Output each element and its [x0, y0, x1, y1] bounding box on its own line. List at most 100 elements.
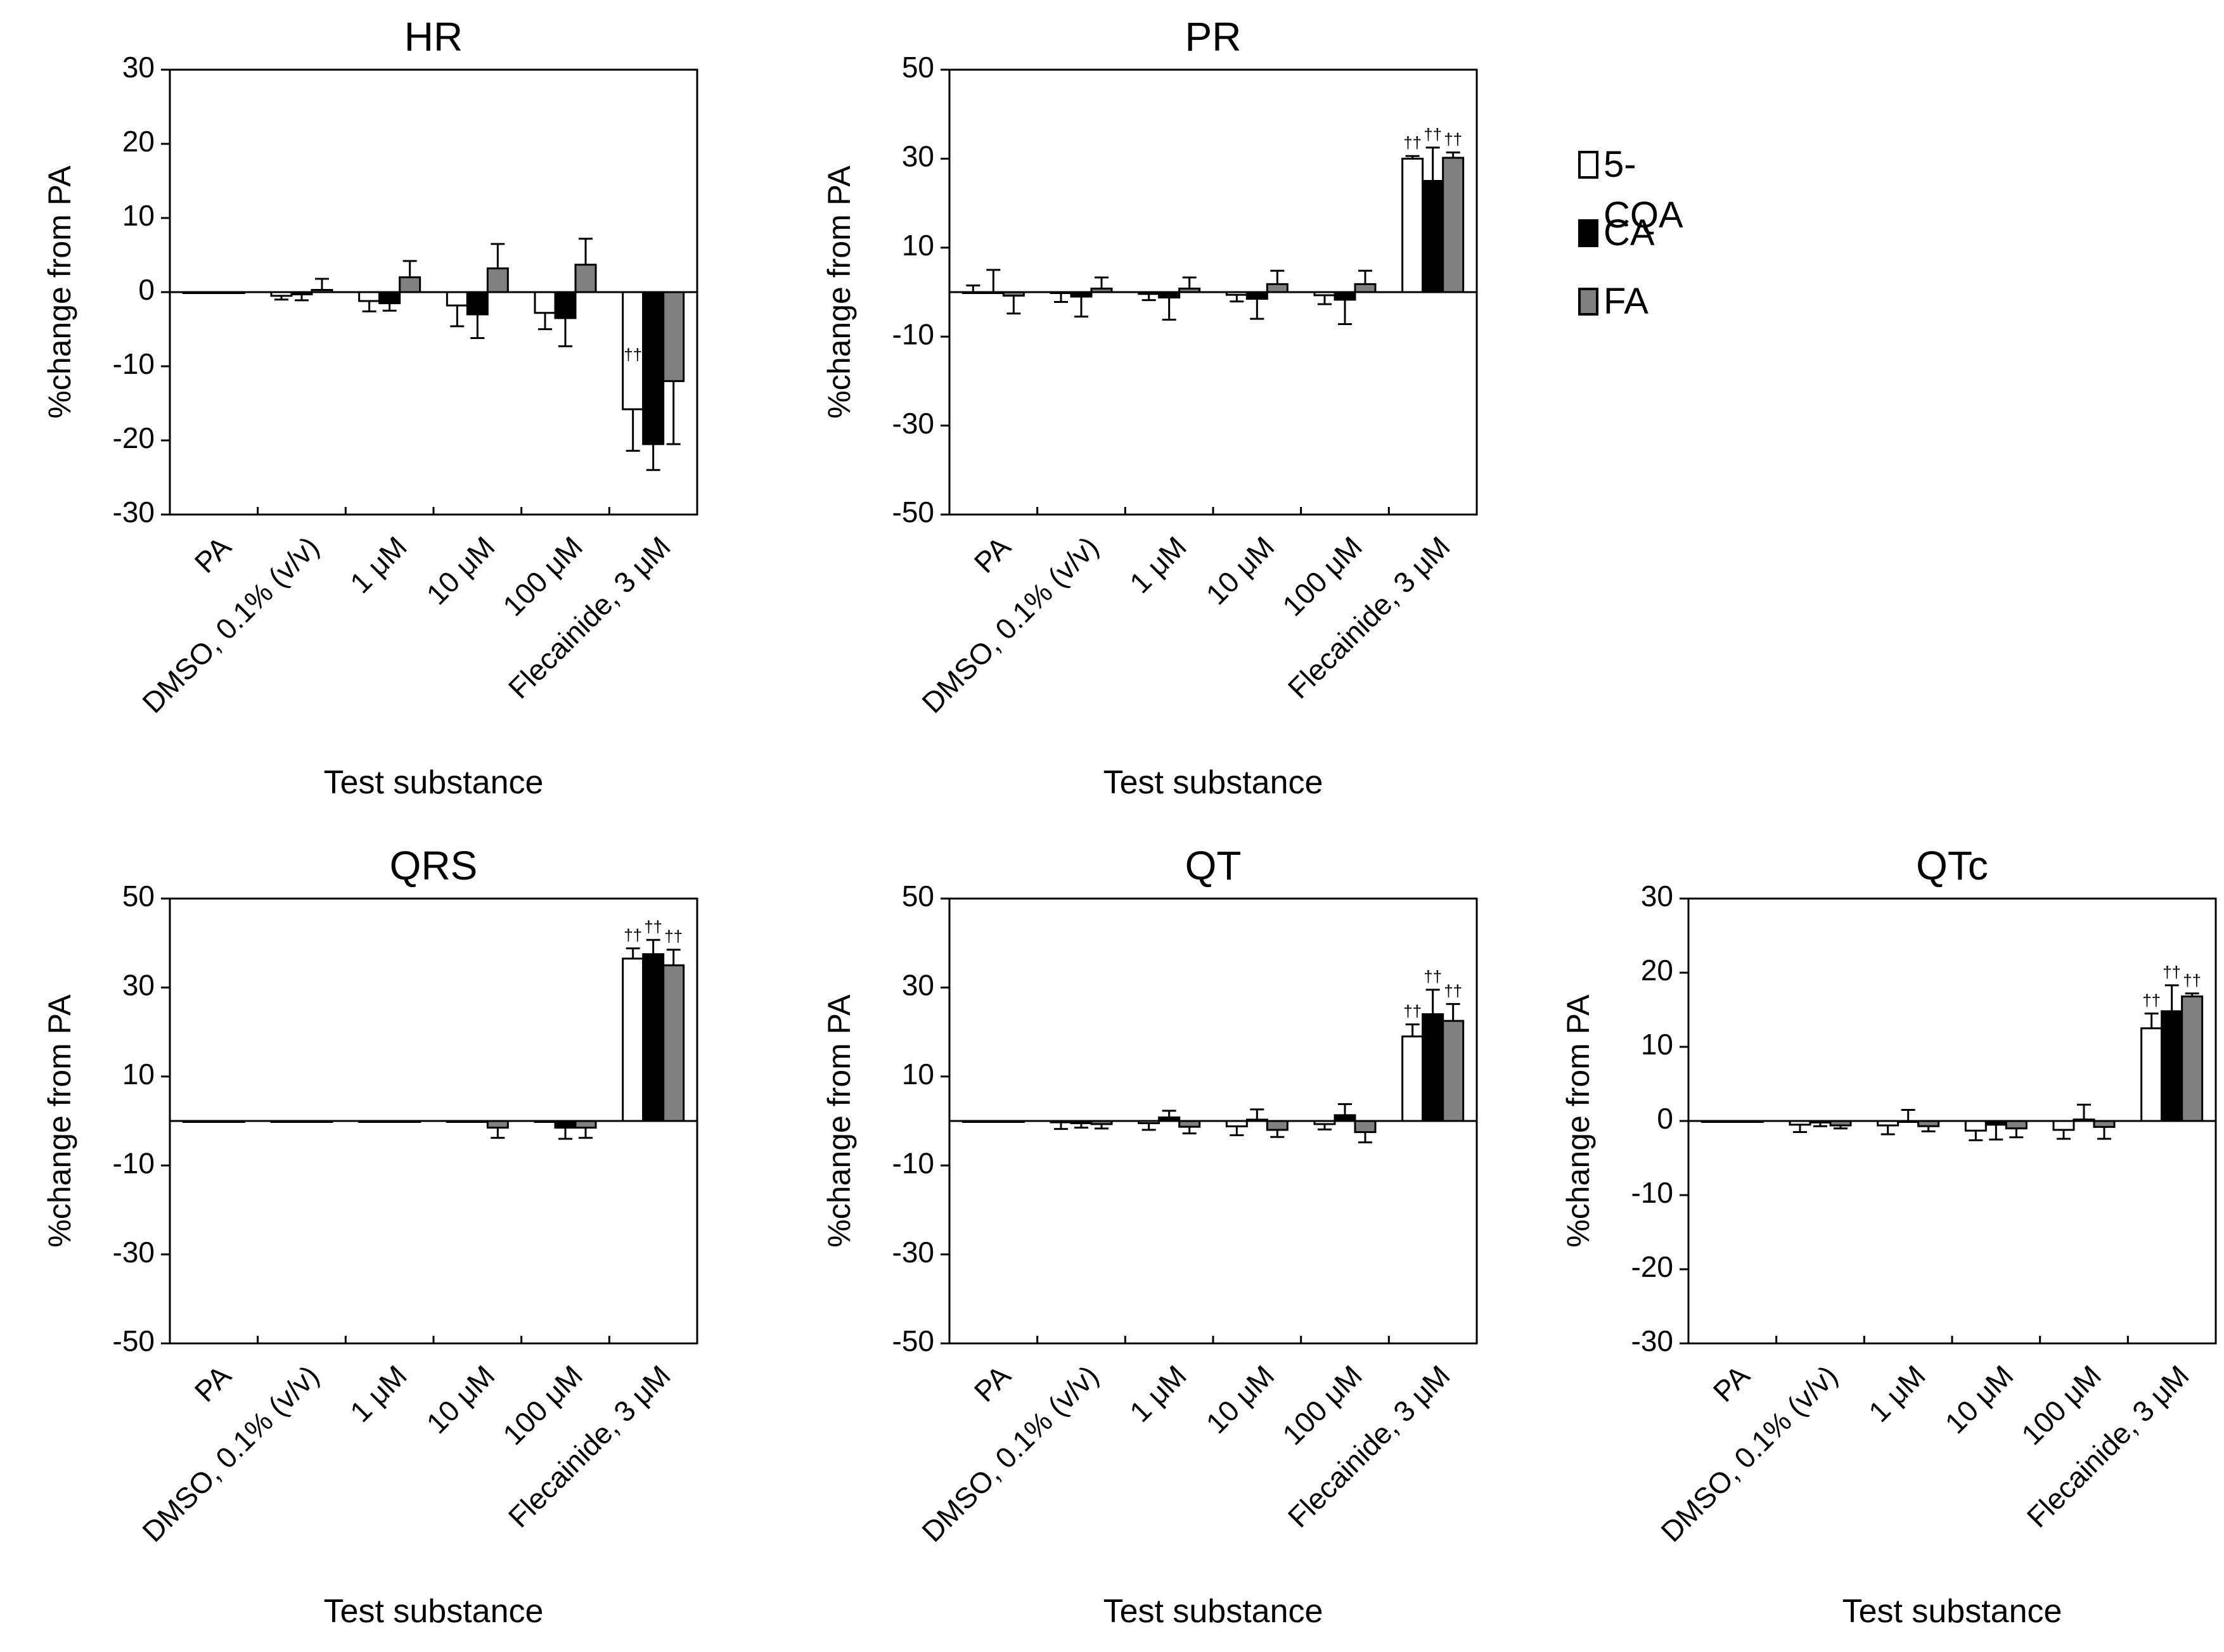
- category-label-pr: Flecainide, 3 μM: [1282, 530, 1456, 705]
- bar-qrs-ca: [290, 1120, 313, 1123]
- bar-qtc-fa: [1917, 1120, 1940, 1127]
- y-tick-label-qtc: -10: [1631, 1176, 1673, 1209]
- bar-hr-fa: [662, 291, 685, 382]
- bar-pr-ca: [1158, 291, 1181, 298]
- legend-swatch-fa: [1578, 288, 1598, 316]
- bar-qtc-fa: [1829, 1120, 1852, 1127]
- y-tick-label-qrs: -50: [113, 1324, 155, 1357]
- legend-label-ca: CA: [1604, 212, 1655, 253]
- bar-hr-ca: [554, 291, 577, 319]
- category-label-pr: 1 μM: [1123, 530, 1193, 599]
- bar-pr-fa: [1354, 283, 1377, 293]
- bar-qt-fa: [1178, 1120, 1201, 1128]
- category-label-qt: 10 μM: [1200, 1359, 1281, 1440]
- bar-hr-fa: [486, 267, 509, 293]
- bar-qrs-fa: [311, 1120, 333, 1123]
- legend-swatch-ca: [1578, 219, 1598, 247]
- significance-mark-qt: ††: [1403, 1002, 1422, 1021]
- y-tick-label-qt: 10: [902, 1058, 934, 1091]
- legend-label-fa: FA: [1604, 281, 1649, 322]
- bar-pr-fa: [1090, 287, 1113, 293]
- significance-mark-qtc: ††: [2163, 963, 2181, 982]
- bar-qrs-5-cqa: [270, 1120, 293, 1123]
- y-tick-label-pr: -30: [892, 407, 934, 440]
- legend-label-5cqa: 5-CQA: [1604, 144, 1683, 236]
- chart-title-hr: HR: [404, 14, 463, 60]
- category-label-qrs: Flecainide, 3 μM: [502, 1359, 677, 1534]
- category-label-hr: 1 μM: [344, 530, 413, 599]
- bar-hr-5-cqa: [622, 291, 645, 411]
- category-label-qtc: Flecainide, 3 μM: [2021, 1359, 2195, 1534]
- bar-hr-ca: [642, 291, 665, 445]
- bar-qtc-5-cqa: [1964, 1120, 1987, 1132]
- significance-mark-pr: ††: [1424, 125, 1442, 144]
- category-label-qt: PA: [968, 1359, 1017, 1408]
- bar-hr-5-cqa: [182, 291, 205, 294]
- bar-qt-fa: [1002, 1120, 1025, 1123]
- bar-qt-5-cqa: [961, 1120, 984, 1123]
- bar-qtc-fa: [2093, 1120, 2116, 1128]
- bar-qtc-ca: [1897, 1120, 1920, 1123]
- bar-qrs-fa: [399, 1120, 421, 1123]
- bar-pr-5-cqa: [1050, 291, 1072, 294]
- chart-title-pr: PR: [1185, 14, 1242, 60]
- bar-pr-ca: [1070, 291, 1093, 298]
- bar-qt-5-cqa: [1225, 1120, 1248, 1127]
- y-tick-label-qt: -50: [892, 1324, 934, 1357]
- chart-title-qt: QT: [1185, 843, 1242, 888]
- bar-hr-ca: [202, 291, 225, 294]
- bar-qtc-5-cqa: [1789, 1120, 1811, 1126]
- y-tick-label-qtc: 0: [1657, 1102, 1673, 1135]
- bar-qrs-ca: [378, 1120, 401, 1123]
- bar-hr-5-cqa: [534, 291, 556, 314]
- bar-qt-fa: [1090, 1120, 1113, 1125]
- bar-qt-ca: [1070, 1120, 1093, 1125]
- bar-pr-fa: [1442, 157, 1465, 293]
- chart-qt: QT%change from PA503010-10-30-50PADMSO, …: [821, 843, 1478, 1630]
- bar-hr-fa: [574, 264, 597, 293]
- y-tick-label-pr: 30: [902, 140, 934, 173]
- category-label-qrs: 10 μM: [420, 1359, 501, 1440]
- y-tick-label-qrs: 30: [122, 969, 155, 1002]
- chart-qrs: QRS%change from PA503010-10-30-50PADMSO,…: [42, 843, 698, 1630]
- y-tick-label-hr: -20: [113, 421, 155, 454]
- bar-pr-fa: [1266, 283, 1289, 293]
- significance-mark-qt: ††: [1424, 967, 1442, 986]
- bar-qrs-ca: [202, 1120, 225, 1123]
- bar-qt-ca: [982, 1120, 1005, 1123]
- bar-qtc-fa: [2005, 1120, 2028, 1130]
- x-axis-title-pr: Test substance: [1103, 764, 1323, 801]
- significance-mark-qtc: ††: [2183, 971, 2201, 990]
- bar-hr-ca: [290, 291, 313, 296]
- bar-qt-5-cqa: [1313, 1120, 1336, 1125]
- category-label-hr: 10 μM: [420, 530, 501, 611]
- y-tick-label-hr: 30: [122, 51, 155, 84]
- bar-qtc-5-cqa: [2052, 1120, 2075, 1131]
- bar-qtc-5-cqa: [2140, 1027, 2163, 1122]
- bar-qrs-fa: [662, 964, 685, 1122]
- significance-mark-qtc: ††: [2142, 990, 2161, 1009]
- bar-qt-ca: [1422, 1013, 1444, 1122]
- significance-mark-qrs: ††: [624, 926, 642, 945]
- y-tick-label-qtc: 20: [1641, 954, 1673, 987]
- y-tick-label-hr: 20: [122, 125, 155, 158]
- y-axis-title-pr: %change from PA: [821, 165, 857, 419]
- bar-qtc-ca: [1721, 1120, 1744, 1123]
- bar-hr-fa: [222, 291, 245, 294]
- y-tick-label-qt: 30: [902, 969, 934, 1002]
- category-label-qtc: 1 μM: [1862, 1359, 1932, 1428]
- bar-qrs-fa: [574, 1120, 597, 1129]
- bar-qt-5-cqa: [1401, 1035, 1424, 1122]
- bar-qrs-5-cqa: [622, 957, 645, 1122]
- significance-mark-qt: ††: [1444, 981, 1462, 1000]
- bar-pr-5-cqa: [1401, 157, 1424, 293]
- bar-qrs-5-cqa: [358, 1120, 381, 1123]
- y-tick-label-qrs: -30: [113, 1236, 155, 1269]
- bar-pr-fa: [1002, 291, 1025, 297]
- chart-pr: PR%change from PA503010-10-30-50PADMSO, …: [821, 14, 1478, 801]
- y-axis-title-qtc: %change from PA: [1560, 994, 1596, 1248]
- bar-hr-5-cqa: [446, 291, 468, 307]
- bar-qtc-fa: [1741, 1120, 1764, 1123]
- x-axis-title-qtc: Test substance: [1842, 1593, 2062, 1630]
- category-label-hr: Flecainide, 3 μM: [502, 530, 677, 705]
